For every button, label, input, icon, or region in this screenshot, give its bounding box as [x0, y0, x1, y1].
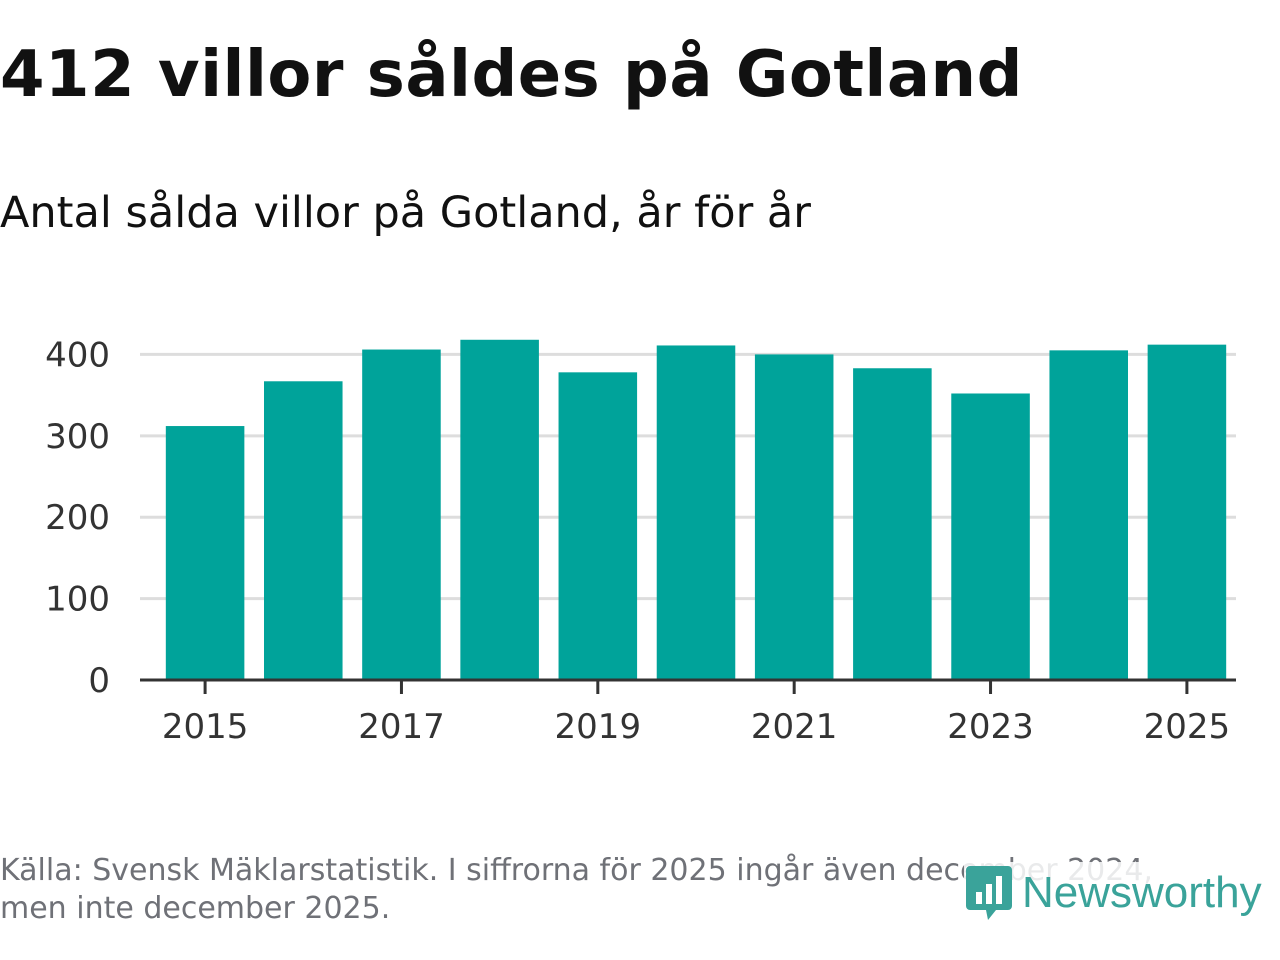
logo-text: Newsworthy — [1022, 868, 1262, 917]
newsworthy-logo-icon — [966, 866, 1012, 920]
y-tick-label: 0 — [88, 661, 110, 701]
bar-2023 — [951, 393, 1030, 680]
x-tick-label: 2015 — [162, 707, 249, 747]
bar-2021 — [754, 354, 834, 680]
x-tick-label: 2023 — [947, 707, 1034, 747]
bar-2025 — [1147, 344, 1227, 680]
y-tick-label: 400 — [45, 335, 110, 375]
bar-2018 — [460, 339, 539, 680]
bar-chart: 0 100 200 300 400 2015 2017 2019 2021 2023 2025 — [45, 335, 1236, 747]
chart-subtitle: Antal sålda villor på Gotland, år för år — [0, 188, 811, 238]
source-note: Källa: Svensk Mäklarstatistik. I siffror… — [0, 853, 1153, 926]
bar-2015 — [165, 426, 245, 680]
bar-2019 — [558, 372, 638, 680]
bar-2024 — [1049, 350, 1128, 680]
newsworthy-logo: Newsworthy — [964, 862, 1262, 924]
x-tick-label: 2025 — [1144, 707, 1231, 747]
y-tick-label: 300 — [45, 417, 110, 457]
x-tick-label: 2017 — [358, 707, 445, 747]
bar-2022 — [853, 368, 932, 680]
bar-2020 — [656, 345, 736, 680]
x-tick-label: 2019 — [555, 707, 642, 747]
y-tick-label: 100 — [45, 580, 110, 620]
x-tick-label: 2021 — [751, 707, 838, 747]
chart-title: 412 villor såldes på Gotland — [0, 38, 1023, 112]
bar-2017 — [362, 349, 441, 680]
y-tick-label: 200 — [45, 498, 110, 538]
bar-2016 — [264, 381, 343, 680]
